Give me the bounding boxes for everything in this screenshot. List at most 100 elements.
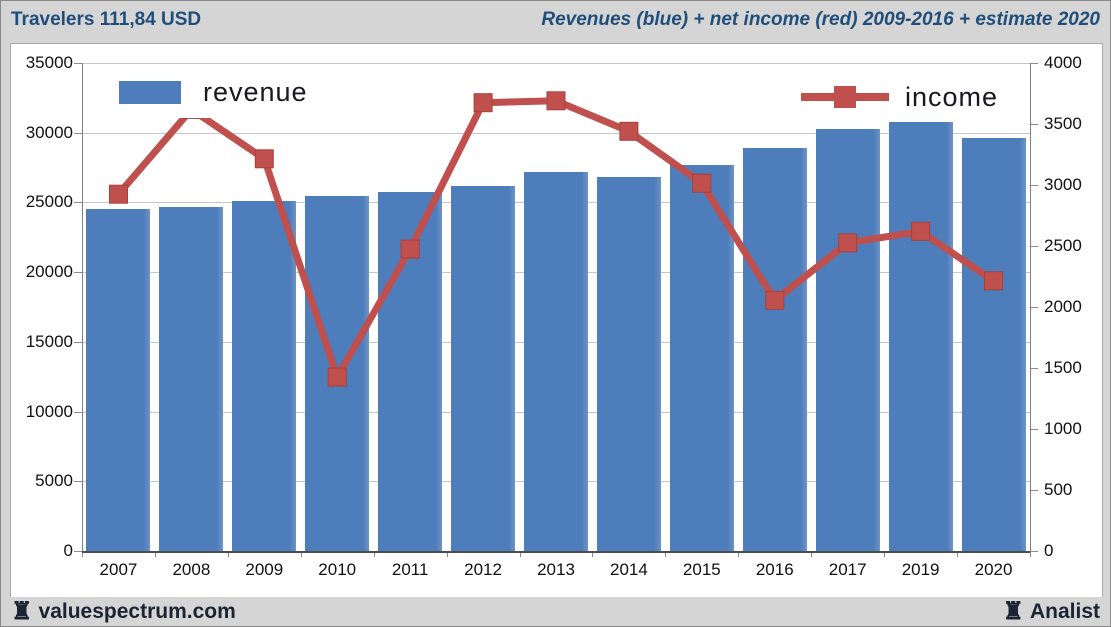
x-axis-tick xyxy=(519,551,521,557)
legend-income: income xyxy=(793,72,1005,122)
ticker-title: Travelers 111,84 USD xyxy=(11,9,202,30)
y-axis-label-left: 10000 xyxy=(25,401,73,421)
x-axis-tick xyxy=(592,551,594,557)
chart-subtitle: Revenues (blue) + net income (red) 2009-… xyxy=(541,9,1100,30)
revenue-bar xyxy=(742,148,807,551)
left-axis-tick xyxy=(74,132,82,134)
x-axis-label: 2011 xyxy=(391,560,429,579)
y-axis-label-right: 4000 xyxy=(1044,53,1082,72)
income-marker: 2007: 2925 xyxy=(109,184,128,204)
revenue-bar xyxy=(669,165,734,551)
x-axis-label: 2019 xyxy=(901,560,940,579)
right-axis-tick xyxy=(1030,124,1038,125)
x-axis-label: 2017 xyxy=(828,560,867,579)
x-axis-tick xyxy=(227,551,229,557)
right-axis-tick xyxy=(1030,551,1038,552)
income-marker: 2012: 3675 xyxy=(473,93,493,113)
y-axis-label-right: 500 xyxy=(1044,480,1073,499)
right-axis-tick xyxy=(1030,307,1038,308)
y-axis-label-right: 1500 xyxy=(1044,358,1082,377)
y-axis-label-left: 5000 xyxy=(35,471,73,491)
y-axis-label-right: 1000 xyxy=(1044,419,1082,438)
revenue-bar xyxy=(596,176,661,551)
right-axis-tick xyxy=(1030,63,1038,64)
x-axis-tick xyxy=(300,551,302,557)
y-axis-label-right: 3500 xyxy=(1044,114,1082,133)
left-axis-tick xyxy=(74,341,82,343)
x-axis-tick xyxy=(665,551,667,557)
right-axis-line xyxy=(1030,63,1031,551)
rook-icon: ♜ xyxy=(11,597,33,625)
income-marker: 2013: 3690 xyxy=(546,91,566,111)
x-axis-line xyxy=(82,551,1030,553)
right-axis-tick xyxy=(1030,368,1038,369)
revenue-bar xyxy=(86,209,151,551)
right-axis-tick xyxy=(1030,490,1038,491)
right-axis-tick xyxy=(1030,246,1038,247)
x-axis-tick xyxy=(957,551,959,557)
y-axis-label-left: 0 xyxy=(63,541,73,560)
y-axis-label-right: 3000 xyxy=(1044,175,1082,194)
legend-income-label: income xyxy=(905,81,999,112)
x-axis-label: 2020 xyxy=(974,560,1013,579)
x-axis-label: 2009 xyxy=(245,560,284,579)
x-axis-tick xyxy=(811,551,813,557)
x-axis-tick xyxy=(738,551,740,557)
income-marker: 2017: 2525 xyxy=(838,233,858,253)
income-line xyxy=(115,97,996,386)
x-axis-label: 2015 xyxy=(682,560,721,579)
income-marker: 2014: 3440 xyxy=(619,121,639,141)
brand-right: ♜ Analist xyxy=(1002,597,1100,625)
x-axis-tick xyxy=(373,551,375,557)
gridline xyxy=(82,132,1030,134)
x-axis-label: 2014 xyxy=(610,560,648,579)
revenue-bar xyxy=(961,138,1026,551)
header-band: Travelers 111,84 USD Revenues (blue) + n… xyxy=(1,1,1110,43)
y-axis-label-left: 25000 xyxy=(25,192,73,212)
revenue-bar xyxy=(524,172,588,551)
x-axis-tick xyxy=(154,551,156,557)
left-axis-tick xyxy=(74,411,82,413)
income-marker: 2011: 2475 xyxy=(400,239,420,259)
y-axis-label-right: 2500 xyxy=(1044,236,1082,255)
x-axis-tick xyxy=(446,551,448,557)
right-axis-tick xyxy=(1030,429,1038,430)
income-marker: 2019: 2620 xyxy=(911,221,931,241)
x-axis-label: 2008 xyxy=(172,560,211,579)
x-axis-tick xyxy=(884,551,886,557)
y-axis-label-left: 15000 xyxy=(25,331,73,351)
revenue-swatch-icon xyxy=(119,80,181,104)
x-axis-label: 2013 xyxy=(537,560,575,579)
x-axis-label: 2016 xyxy=(755,560,794,579)
income-marker-icon xyxy=(801,82,889,112)
left-axis-line xyxy=(82,63,83,551)
revenue-bar xyxy=(815,128,880,551)
revenue-bar xyxy=(451,185,516,551)
revenue-bar xyxy=(888,113,953,551)
gridline xyxy=(82,63,1030,64)
income-marker: 2020: 2215 xyxy=(984,271,1003,291)
x-axis-tick xyxy=(1030,551,1031,557)
revenue-bar xyxy=(232,201,297,551)
x-axis-label: 2007 xyxy=(99,560,138,579)
legend-revenue: revenue xyxy=(105,66,323,118)
income-marker: 2016: 2055 xyxy=(765,290,785,310)
income-marker: 2015: 3015 xyxy=(692,173,712,193)
chart-plot-panel: 2007: 29252008: 36202009: 32152010: 1425… xyxy=(10,43,1103,599)
income-line-layer: 2007: 29252008: 36202009: 32152010: 1425… xyxy=(109,91,1003,387)
left-axis-tick xyxy=(74,481,82,483)
rook-icon: ♜ xyxy=(1002,597,1024,625)
x-axis-label: 2012 xyxy=(464,560,502,579)
x-axis-label: 2010 xyxy=(318,560,357,579)
right-axis-tick xyxy=(1030,185,1038,186)
income-marker: 2009: 3215 xyxy=(254,149,274,169)
brand-left-label: valuespectrum.com xyxy=(38,599,236,623)
x-axis-tick xyxy=(82,551,83,557)
left-axis-tick xyxy=(74,202,82,204)
footer-band: ♜ valuespectrum.com ♜ Analist xyxy=(1,597,1110,626)
left-axis-tick xyxy=(74,551,82,552)
y-axis-label-right: 2000 xyxy=(1044,297,1082,316)
left-axis-tick xyxy=(74,272,82,274)
left-axis-tick xyxy=(74,63,82,64)
y-axis-label-left: 20000 xyxy=(25,262,73,282)
